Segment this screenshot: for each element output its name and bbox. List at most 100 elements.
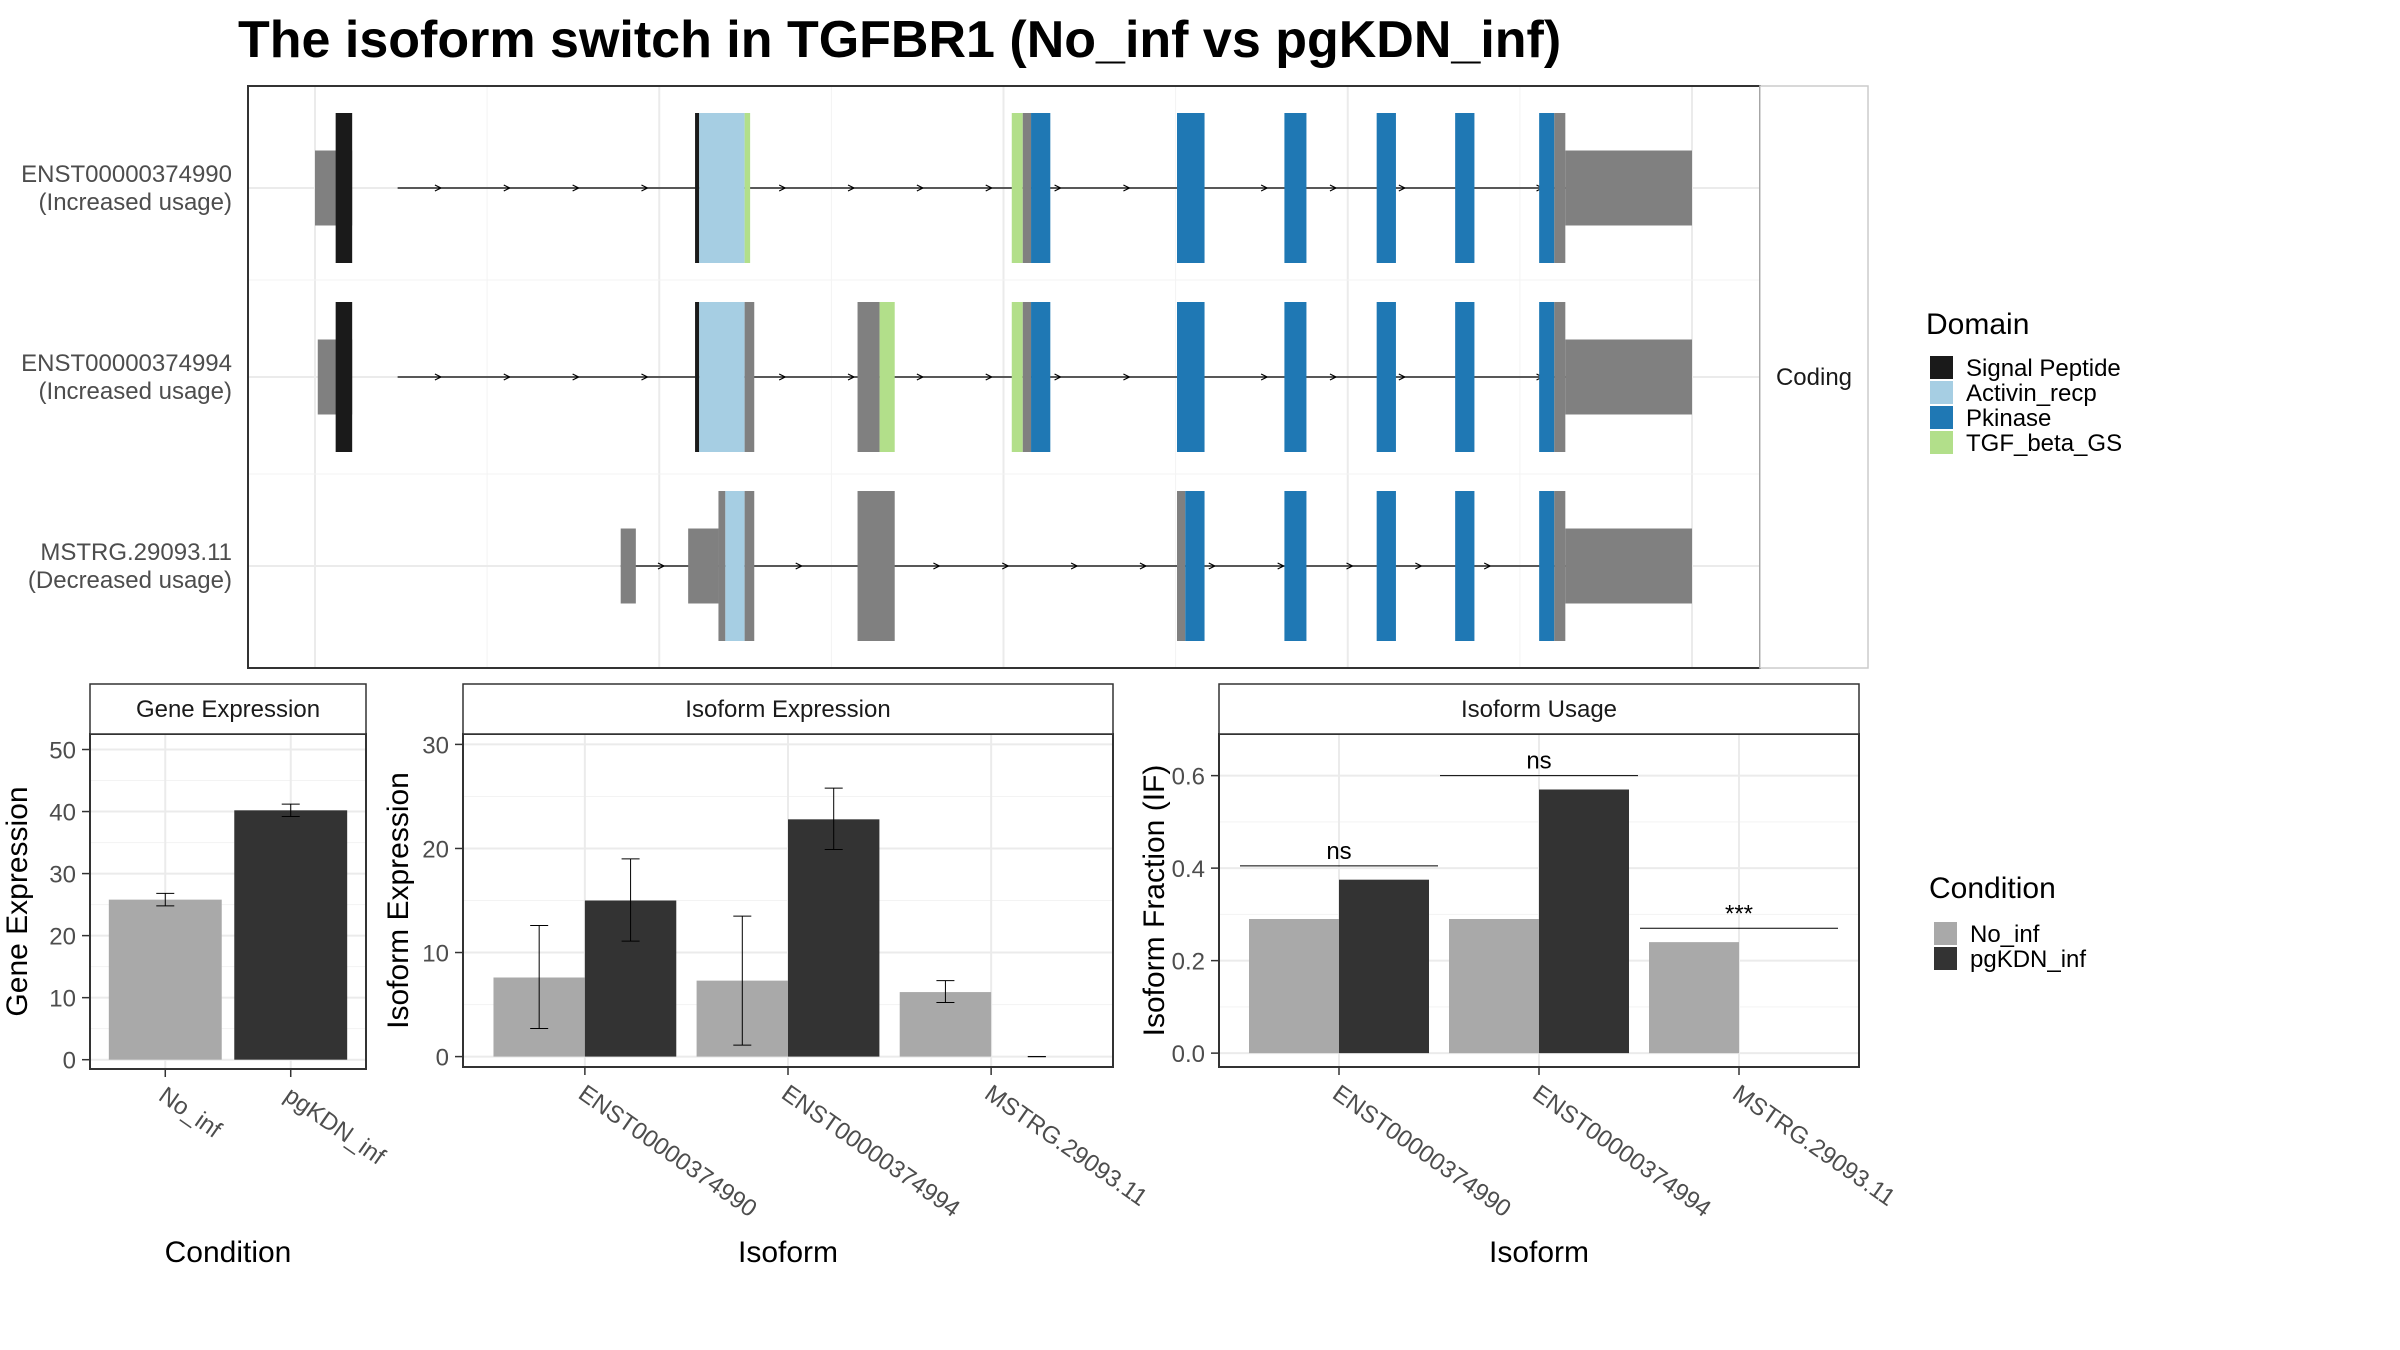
intron-arrow (434, 184, 443, 192)
exon-pkinase (1177, 302, 1205, 452)
significance-label: ns (1326, 838, 1351, 865)
exon-pkinase (1031, 302, 1051, 452)
exon-pkinase (1539, 491, 1555, 641)
exon-pkinase (1177, 113, 1205, 263)
x-tick-label: ENST00000374994 (1528, 1080, 1716, 1223)
intron-arrow (1123, 373, 1131, 381)
intron-arrow (933, 562, 941, 570)
intron-arrow (1277, 562, 1285, 570)
intron-arrow (1329, 373, 1338, 381)
intron-arrow (1001, 562, 1010, 570)
intron-arrow (1329, 184, 1338, 192)
exon-pkinase (1376, 491, 1396, 641)
legend-label: Activin_recp (1966, 380, 2097, 407)
intron-arrow (1054, 184, 1062, 192)
exon-utr (1177, 491, 1186, 641)
y-tick-label: 0.0 (1172, 1041, 1205, 1068)
exon-signal-peptide (335, 113, 353, 263)
legend-label: pgKDN_inf (1970, 946, 2086, 973)
transcript-status-label: (Increased usage) (39, 378, 232, 405)
x-axis-title: Isoform (1489, 1236, 1589, 1269)
facet-strip (462, 683, 1114, 735)
facet-strip-label: Isoform Expression (685, 696, 890, 723)
x-tick-label: MSTRG.29093.11 (1728, 1080, 1900, 1212)
exon-pkinase (1284, 491, 1307, 641)
intron-arrow (503, 184, 512, 192)
isoform-usage-chart: ns ns *** Isoform Usage 0.0 0.2 0.4 0.6 ENST0000… (1138, 683, 1900, 1269)
facet-strip-label: Coding (1776, 364, 1852, 391)
exon-tgf-beta_gs (1011, 302, 1023, 452)
intron-arrow (1346, 562, 1354, 570)
intron-arrow (1398, 373, 1407, 381)
y-tick-label: 0 (63, 1048, 76, 1075)
intron-arrow (795, 562, 804, 570)
transcript-structure-panel: ENST00000374990(Increased usage)ENST0000… (21, 85, 1869, 669)
exon-utr (1554, 491, 1566, 641)
exon-utr (857, 302, 880, 452)
bar-pgkdn-inf (788, 819, 880, 1057)
transcript-status-label: (Increased usage) (39, 189, 232, 216)
x-tick-label: ENST00000374990 (573, 1080, 761, 1223)
intron-arrow (1070, 562, 1079, 570)
exon-utr (718, 491, 726, 641)
legend-swatch-pgkdn-inf (1934, 947, 1957, 970)
exon-pkinase (1284, 113, 1307, 263)
exon-utr (1022, 113, 1032, 263)
bar-no-inf (108, 899, 222, 1060)
intron-arrow (847, 184, 856, 192)
exon-pkinase (1284, 302, 1307, 452)
x-tick-label: No_inf (154, 1082, 227, 1144)
exon-utr-mid (688, 528, 719, 604)
domain-legend: Domain Signal PeptideActivin_recpPkinase… (1926, 308, 2122, 457)
y-tick-label: 0.6 (1172, 764, 1205, 791)
intron-arrow (503, 373, 512, 381)
bar-no-inf (1449, 919, 1539, 1054)
intron-arrow (916, 373, 925, 381)
bar-pgkdn-inf (1339, 879, 1429, 1054)
intron-arrow (1260, 184, 1269, 192)
intron-arrow (641, 373, 649, 381)
intron-arrow (778, 373, 787, 381)
significance-label: ns (1526, 748, 1551, 775)
exon-utr (1022, 302, 1032, 452)
intron-arrow (1208, 562, 1217, 570)
exon-utr (620, 528, 636, 604)
exon-signal-peptide (335, 302, 353, 452)
exon-pkinase (1539, 302, 1555, 452)
bar-pgkdn-inf (1539, 789, 1629, 1054)
intron-arrow (847, 373, 856, 381)
x-axis-title: Isoform (738, 1236, 838, 1269)
x-tick-label: ENST00000374994 (777, 1080, 965, 1223)
figure-title: The isoform switch in TGFBR1 (No_inf vs … (238, 11, 1561, 69)
condition-legend-title: Condition (1929, 872, 2056, 905)
y-tick-label: 0.4 (1172, 856, 1205, 883)
intron-arrow (1398, 184, 1407, 192)
y-tick-label: 20 (49, 924, 76, 951)
exon-pkinase (1455, 302, 1475, 452)
exon-utr-3 (1565, 339, 1692, 415)
y-tick-label: 50 (49, 738, 76, 765)
exon-utr (744, 491, 755, 641)
intron-arrow (1483, 562, 1492, 570)
intron-arrow (985, 373, 994, 381)
exon-utr-3 (1565, 528, 1692, 604)
transcript-id-label: ENST00000374990 (21, 161, 232, 188)
transcript-status-label: (Decreased usage) (28, 567, 232, 594)
intron-arrow (1054, 373, 1062, 381)
transcript-id-label: ENST00000374994 (21, 350, 232, 377)
legend-label: No_inf (1970, 921, 2040, 948)
y-tick-label: 30 (49, 862, 76, 889)
x-tick-label: ENST00000374990 (1328, 1080, 1516, 1223)
intron-arrow (1260, 373, 1269, 381)
facet-strip-label: Gene Expression (136, 696, 320, 723)
bar-no-inf (1249, 919, 1339, 1054)
exon-pkinase (1455, 491, 1475, 641)
significance-label: *** (1725, 900, 1753, 927)
exon-pkinase (1376, 113, 1396, 263)
exon-activin-recp (725, 491, 745, 641)
exon-tgf-beta_gs (1011, 113, 1023, 263)
intron-arrow (641, 184, 649, 192)
legend-label: Pkinase (1966, 405, 2051, 432)
